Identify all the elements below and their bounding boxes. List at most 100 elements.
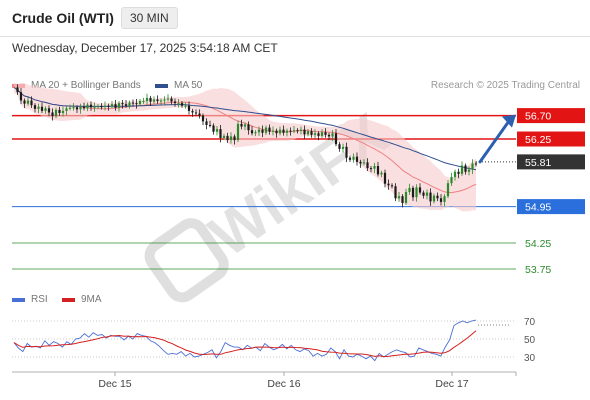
- candle-body: [142, 101, 145, 103]
- candle-body: [212, 125, 215, 132]
- candle-body: [439, 198, 443, 202]
- candle-body: [44, 108, 47, 111]
- chart-header: Crude Oil (WTI) 30 MIN: [0, 0, 590, 37]
- legend-9ma-swatch: [62, 297, 75, 302]
- candle-body: [145, 97, 149, 102]
- legend-ma20-label: MA 20 + Bollinger Bands: [31, 80, 141, 91]
- legend-ma50-swatch: [155, 83, 168, 88]
- candle-body: [341, 146, 345, 149]
- candle-body: [404, 192, 408, 203]
- candle-body: [453, 171, 457, 177]
- legend-rsi-label: RSI: [31, 294, 48, 305]
- candle-body: [285, 130, 289, 133]
- candle-body: [443, 196, 446, 202]
- candle-body: [86, 104, 89, 109]
- candle-body: [23, 100, 26, 104]
- level-label-3: 54.95: [525, 202, 551, 214]
- candle-body: [187, 105, 191, 111]
- candle-body: [201, 115, 205, 122]
- rsi-9ma-line: [13, 330, 477, 358]
- candle-body: [436, 195, 439, 199]
- candle-body: [254, 132, 257, 134]
- legend-9ma: 9MA: [62, 294, 102, 305]
- level-label-4: 54.25: [525, 238, 551, 250]
- candle-body: [117, 103, 121, 108]
- candle-body: [65, 108, 68, 111]
- candle-body: [121, 103, 124, 105]
- candle-body: [429, 192, 432, 202]
- candle-body: [432, 195, 436, 202]
- candle-body: [446, 183, 450, 197]
- candle-body: [397, 196, 401, 199]
- candle-body: [156, 99, 159, 102]
- candle-body: [152, 99, 156, 102]
- candle-body: [369, 168, 373, 170]
- candle-body: [380, 172, 383, 175]
- candle-body: [226, 135, 229, 141]
- legend-rsi-swatch: [12, 297, 25, 302]
- candle-body: [93, 106, 96, 108]
- candle-body: [149, 97, 152, 102]
- candle-body: [124, 104, 128, 106]
- candle-body: [33, 105, 37, 109]
- legend-9ma-label: 9MA: [81, 294, 102, 305]
- candle-body: [114, 104, 117, 108]
- candle-body: [103, 105, 107, 107]
- candle-body: [331, 133, 334, 137]
- candle-body: [278, 129, 282, 134]
- candle-body: [26, 100, 30, 104]
- candle-body: [236, 123, 240, 141]
- candle-body: [96, 106, 100, 108]
- candle-body: [233, 136, 236, 141]
- candle-body: [89, 104, 93, 108]
- candle-body: [138, 101, 142, 105]
- candle-body: [471, 163, 474, 170]
- candle-body: [457, 171, 460, 174]
- candle-body: [296, 130, 299, 132]
- level-label-box-2: [517, 154, 585, 170]
- candle-body: [19, 92, 23, 101]
- candle-body: [282, 129, 285, 133]
- candle-body: [219, 129, 222, 138]
- candle-body: [128, 102, 131, 106]
- candle-body: [166, 98, 170, 100]
- candle-body: [177, 103, 180, 105]
- candle-body: [373, 166, 376, 169]
- candle-body: [376, 166, 380, 175]
- candle-body: [327, 134, 331, 137]
- instrument-title: Crude Oil (WTI): [12, 10, 114, 26]
- timeframe-button[interactable]: 30 MIN: [121, 7, 178, 29]
- candle-body: [191, 110, 194, 113]
- candle-body: [303, 129, 306, 135]
- candle-body: [401, 196, 404, 203]
- candle-body: [16, 87, 19, 93]
- candle-body: [425, 192, 429, 196]
- candle-body: [198, 113, 201, 116]
- candle-body: [51, 112, 54, 117]
- candle-body: [135, 103, 138, 105]
- level-label-2: 55.81: [525, 157, 551, 169]
- candle-body: [460, 165, 464, 174]
- candle-body: [100, 106, 103, 108]
- x-tick-label-2: Dec 17: [435, 378, 468, 390]
- candle-body: [75, 107, 79, 110]
- candle-body: [317, 133, 320, 136]
- candle-body: [338, 144, 341, 149]
- legend-ma50-label: MA 50: [174, 80, 203, 91]
- candle-body: [264, 127, 268, 133]
- candle-body: [450, 176, 453, 184]
- candle-body: [194, 112, 198, 114]
- candle-body: [467, 169, 471, 172]
- chart-datetime: Wednesday, December 17, 2025 3:54:18 AM …: [12, 41, 278, 55]
- level-label-5: 53.75: [525, 264, 551, 276]
- candle-body: [68, 107, 72, 109]
- level-label-box-0: [517, 108, 585, 124]
- candle-body: [408, 187, 411, 193]
- x-tick-label-0: Dec 15: [98, 378, 131, 390]
- candle-body: [320, 132, 324, 136]
- projection-arrow-shaft: [478, 118, 512, 164]
- candle-body: [229, 136, 233, 141]
- candle-body: [40, 106, 44, 111]
- candle-body: [222, 135, 226, 138]
